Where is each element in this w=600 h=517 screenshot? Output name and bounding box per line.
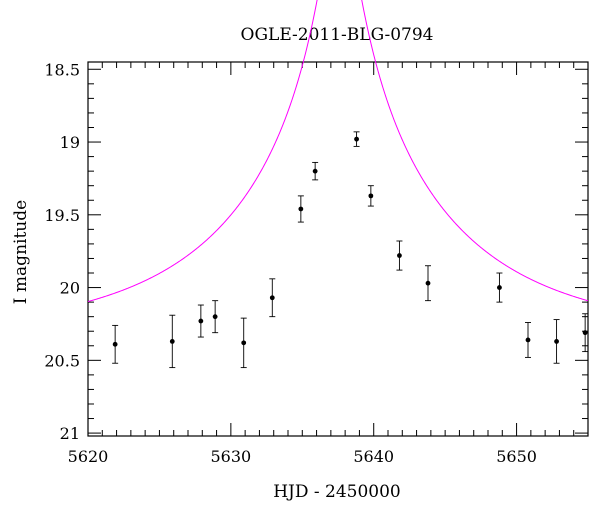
data-point-marker xyxy=(582,330,588,336)
data-point-marker xyxy=(312,168,318,174)
data-point xyxy=(112,324,119,364)
y-tick-label: 19.5 xyxy=(44,206,80,225)
data-point-marker xyxy=(425,280,431,286)
data-point-marker xyxy=(298,206,304,212)
y-axis-label: I magnitude xyxy=(11,200,31,304)
data-point-marker xyxy=(198,318,204,324)
y-tick-label: 21 xyxy=(60,424,80,443)
data-point-marker xyxy=(497,285,502,290)
data-point xyxy=(312,161,319,181)
data-point-marker xyxy=(397,253,402,258)
y-tick-labels: 18.5 19 19.5 20 20.5 21 xyxy=(44,60,80,443)
data-point xyxy=(269,278,276,318)
x-tick-label: 5630 xyxy=(210,447,251,466)
data-point xyxy=(582,313,589,353)
data-point xyxy=(353,131,360,147)
data-point-marker xyxy=(525,337,531,343)
data-point xyxy=(240,317,247,369)
x-tick-label: 5640 xyxy=(353,447,394,466)
data-point xyxy=(553,319,560,364)
data-point xyxy=(425,265,431,302)
y-tick-label: 18.5 xyxy=(44,60,80,79)
data-point xyxy=(197,304,204,338)
y-tick-label: 19 xyxy=(60,133,80,152)
data-point xyxy=(496,272,503,303)
model-curve xyxy=(87,0,589,303)
x-tick-label: 5650 xyxy=(496,447,537,466)
model-curve-layer xyxy=(87,0,589,303)
data-point-marker xyxy=(241,340,247,346)
y-tick-label: 20 xyxy=(60,279,80,298)
data-point-marker xyxy=(554,339,559,344)
data-point xyxy=(367,185,374,207)
data-point xyxy=(212,300,219,334)
data-point xyxy=(169,314,176,369)
x-axis-label: HJD - 2450000 xyxy=(273,482,401,502)
data-point xyxy=(525,322,531,358)
data-point xyxy=(297,195,304,223)
data-point-marker xyxy=(212,314,218,320)
data-point-marker xyxy=(354,136,359,142)
tick-marks xyxy=(87,62,589,436)
data-points-layer xyxy=(112,131,589,369)
data-point xyxy=(396,240,403,271)
data-point-marker xyxy=(269,295,275,301)
chart-title: OGLE-2011-BLG-0794 xyxy=(241,25,434,45)
x-tick-label: 5620 xyxy=(68,447,109,466)
plot-frame xyxy=(87,61,589,437)
x-tick-labels: 5620 5630 5640 5650 xyxy=(68,447,537,466)
plot-frame-border xyxy=(87,61,589,437)
y-tick-label: 20.5 xyxy=(44,351,80,370)
data-point-marker xyxy=(169,339,175,344)
data-point-marker xyxy=(368,193,374,199)
data-point-marker xyxy=(112,341,118,347)
